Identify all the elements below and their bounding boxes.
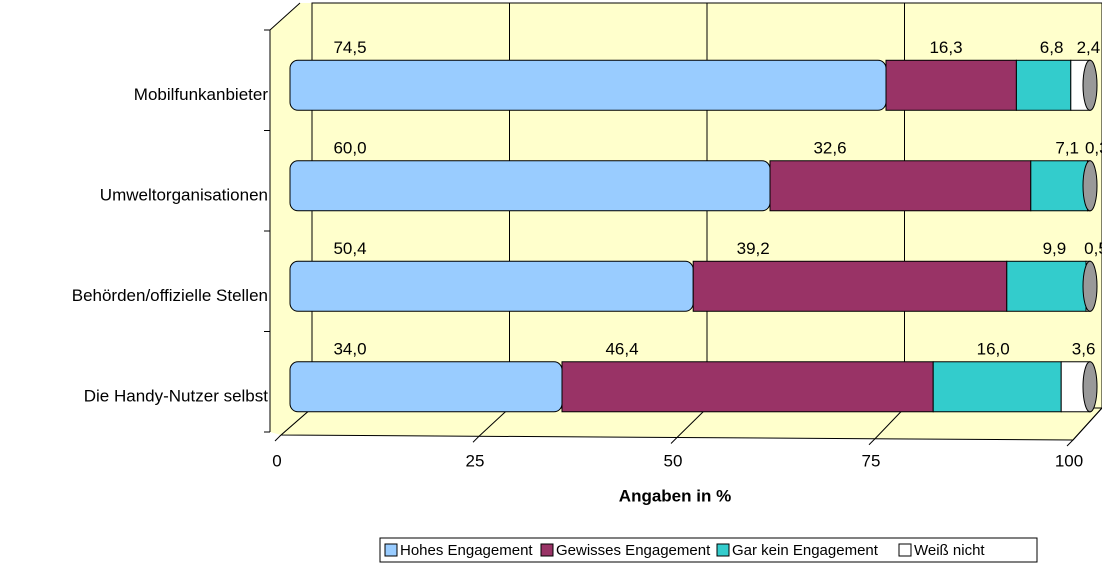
- bar-segment: [289, 260, 694, 312]
- legend-label: Hohes Engagement: [400, 542, 533, 559]
- legend-swatch: [716, 543, 730, 557]
- y-tick-label: Mobilfunkanbieter: [134, 85, 269, 104]
- legend-label: Gar kein Engagement: [732, 542, 879, 559]
- y-tick-label: Behörden/offizielle Stellen: [72, 286, 268, 305]
- value-label: 0,3: [1085, 138, 1102, 157]
- legend: [379, 537, 1038, 563]
- bar-segment: [885, 59, 1017, 111]
- floor-line: [1072, 407, 1102, 441]
- x-axis-label: Angaben in %: [619, 486, 731, 505]
- x-tick-label: 25: [466, 451, 485, 470]
- bar-segment: [1015, 59, 1072, 111]
- floor-line: [874, 407, 905, 440]
- x-tick: [1066, 439, 1074, 447]
- value-label: 2,4: [1077, 38, 1101, 57]
- value-label: 16,3: [929, 38, 962, 57]
- value-label: 50,4: [333, 239, 366, 258]
- floor-line: [478, 407, 510, 437]
- value-label: 60,0: [333, 138, 366, 157]
- bar-segment: [289, 361, 563, 413]
- bar-segment: [932, 361, 1062, 413]
- value-label: 7,1: [1055, 138, 1079, 157]
- bar-segment: [289, 160, 771, 212]
- legend-swatch: [384, 543, 398, 557]
- x-tick: [868, 438, 876, 446]
- x-tick: [274, 434, 282, 442]
- x-tick: [670, 437, 678, 444]
- value-label: 46,4: [605, 339, 638, 358]
- bar-segment: [1006, 260, 1087, 312]
- legend-label: Weiß nicht: [914, 542, 985, 559]
- legend-label: Gewisses Engagement: [556, 542, 711, 559]
- bar-segment: [561, 361, 934, 413]
- bar-cap: [1082, 361, 1098, 413]
- value-label: 3,6: [1072, 339, 1096, 358]
- value-label: 16,0: [977, 339, 1010, 358]
- bar-cap: [1082, 59, 1098, 111]
- bar-segment: [692, 260, 1008, 312]
- bar-segment: [1030, 160, 1089, 212]
- value-label: 9,9: [1043, 239, 1067, 258]
- x-tick-label: 100: [1055, 451, 1083, 470]
- y-tick-label: Umweltorganisationen: [100, 185, 268, 204]
- floor: [279, 407, 1102, 441]
- floor-line: [280, 407, 313, 436]
- legend-swatch: [898, 543, 912, 557]
- value-label: 34,0: [333, 339, 366, 358]
- floor-line: [676, 407, 708, 438]
- bar-segment: [289, 59, 887, 111]
- y-axis-depth: [269, 2, 301, 31]
- x-tick-label: 0: [272, 451, 281, 470]
- side-wall: [270, 3, 312, 435]
- value-label: 74,5: [333, 38, 366, 57]
- value-label: 32,6: [813, 138, 846, 157]
- value-label: 0,5: [1084, 239, 1102, 258]
- x-tick: [472, 435, 480, 443]
- value-label: 39,2: [737, 239, 770, 258]
- x-tick-label: 75: [862, 451, 881, 470]
- y-tick-label: Die Handy-Nutzer selbst: [84, 386, 269, 405]
- x-tick-label: 50: [664, 451, 683, 470]
- bar-cap: [1082, 160, 1098, 212]
- bar-cap: [1082, 260, 1098, 312]
- legend-swatch: [540, 543, 554, 557]
- bar-segment: [769, 160, 1032, 212]
- value-label: 6,8: [1040, 38, 1064, 57]
